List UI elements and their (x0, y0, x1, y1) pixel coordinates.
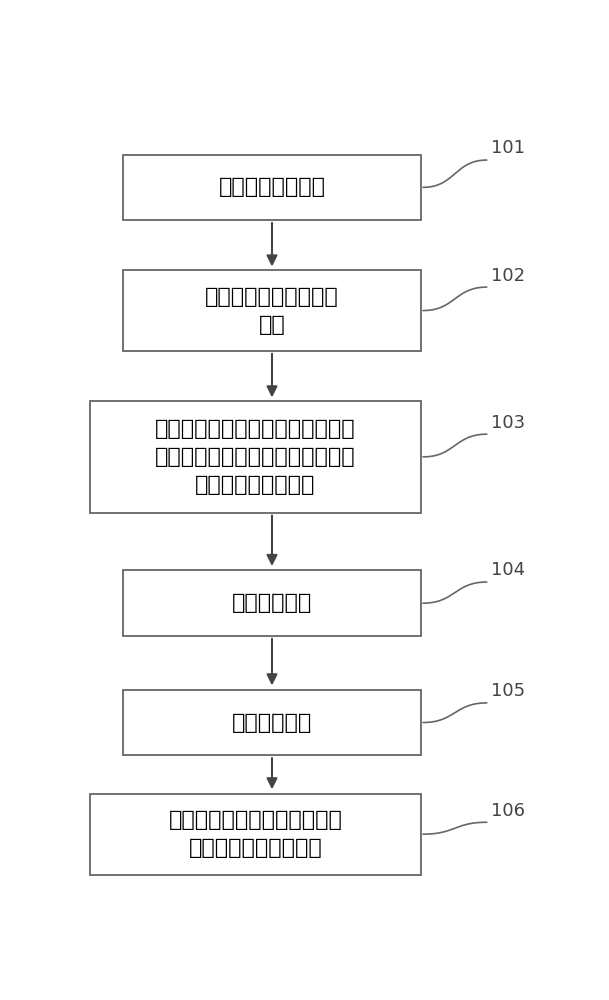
Bar (123, 570, 421, 636)
Text: 高铁高架桥场景下基于簇延迟
线的分区混合信道模型: 高铁高架桥场景下基于簇延迟 线的分区混合信道模型 (169, 810, 342, 858)
Text: 按簇数量变化进行数据
分区: 按簇数量变化进行数据 分区 (205, 287, 339, 335)
Bar (123, 270, 421, 351)
Text: 103: 103 (491, 414, 526, 432)
Bar (123, 155, 421, 220)
Text: 101: 101 (491, 139, 526, 157)
Text: 数据处理统计分簇: 数据处理统计分簇 (219, 177, 325, 197)
Text: 102: 102 (491, 267, 526, 285)
Text: 计算周期性移动反射径相对于直射
径的传播延迟时间，分离理论模型
数据和统计模型数据: 计算周期性移动反射径相对于直射 径的传播延迟时间，分离理论模型 数据和统计模型数… (155, 419, 356, 495)
Bar (90, 401, 421, 513)
Text: 105: 105 (491, 682, 526, 700)
Text: 理论数据分析: 理论数据分析 (232, 713, 312, 733)
Bar (123, 690, 421, 755)
Text: 106: 106 (491, 802, 526, 820)
Text: 104: 104 (491, 561, 526, 579)
Bar (90, 794, 421, 875)
Text: 统计数据分析: 统计数据分析 (232, 593, 312, 613)
